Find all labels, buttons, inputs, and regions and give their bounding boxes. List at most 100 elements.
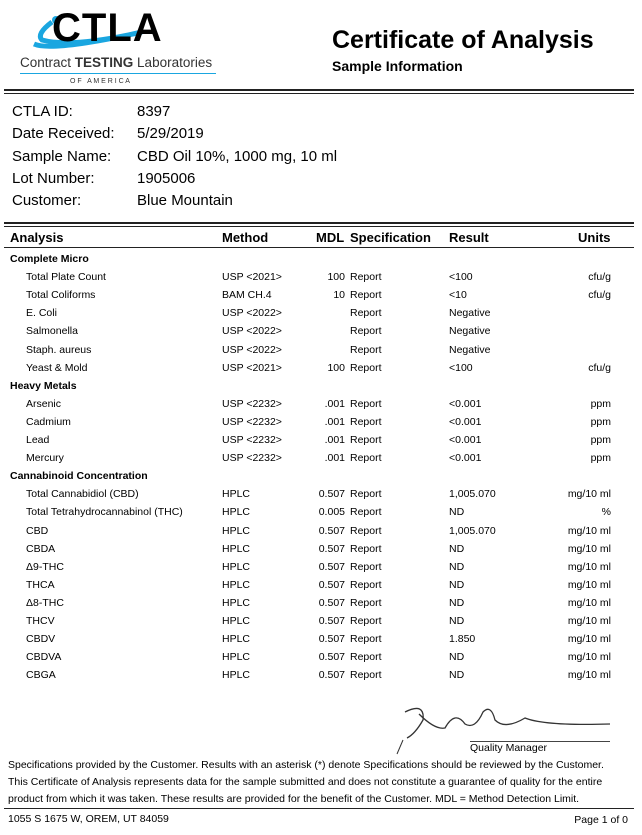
method-cell: HPLC <box>222 596 251 609</box>
analysis-cell: THCA <box>26 578 55 591</box>
mdl-cell: 10 <box>333 289 345 302</box>
info-value: 1905006 <box>137 169 196 187</box>
method-cell: USP <2022> <box>222 325 282 338</box>
table-row: CBDVA HPLC 0.507 Report ND mg/10 ml <box>0 651 642 669</box>
mdl-cell: 0.507 <box>318 542 345 555</box>
logo-line1: Contract TESTING Laboratories <box>20 55 212 70</box>
footer-address: 1055 S 1675 W, OREM, UT 84059 <box>8 813 169 825</box>
col-method: Method <box>222 230 269 245</box>
col-mdl: MDL <box>316 230 345 245</box>
info-value: 8397 <box>137 103 171 120</box>
spec-cell: Report <box>350 651 382 664</box>
logo-brand: CTLA <box>52 6 163 50</box>
method-cell: HPLC <box>222 542 251 555</box>
table-row: Total Plate Count USP <2021> 100 Report … <box>0 271 642 289</box>
section-heading: Heavy Metals <box>0 380 642 398</box>
info-value: CBD Oil 10%, 1000 mg, 10 ml <box>137 147 338 165</box>
mdl-cell: 0.507 <box>318 578 345 591</box>
table-row: Cadmium USP <2232> .001 Report <0.001 pp… <box>0 416 642 434</box>
method-cell: HPLC <box>222 651 251 664</box>
result-cell: ND <box>449 596 465 609</box>
logo-text-b: TESTING <box>74 55 134 70</box>
units-cell: mg/10 ml <box>567 669 611 682</box>
spec-cell: Report <box>350 488 382 501</box>
result-cell: ND <box>449 578 465 591</box>
table-header-rule <box>4 247 634 248</box>
col-units: Units <box>578 230 611 245</box>
method-cell: USP <2022> <box>222 343 282 356</box>
result-cell: ND <box>449 669 465 682</box>
analysis-cell: Total Tetrahydrocannabinol (THC) <box>26 506 183 519</box>
table-row: CBGA HPLC 0.507 Report ND mg/10 ml <box>0 669 642 687</box>
mdl-cell: 0.507 <box>318 633 345 646</box>
mdl-cell: 0.507 <box>318 524 345 537</box>
analysis-cell: Total Plate Count <box>26 271 106 284</box>
method-cell: HPLC <box>222 506 251 519</box>
method-cell: USP <2232> <box>222 397 282 410</box>
table-row: CBDA HPLC 0.507 Report ND mg/10 ml <box>0 543 642 561</box>
units-cell: mg/10 ml <box>567 560 611 573</box>
ctla-logo: CTLA Contract TESTING Laboratories O F A… <box>12 4 216 88</box>
analysis-cell: Total Coliforms <box>26 289 96 302</box>
table-row: Yeast & Mold USP <2021> 100 Report <100 … <box>0 362 642 380</box>
spec-cell: Report <box>350 669 382 682</box>
spec-cell: Report <box>350 524 382 537</box>
analysis-cell: CBD <box>26 524 49 537</box>
result-cell: ND <box>449 651 465 664</box>
units-cell: mg/10 ml <box>567 633 611 646</box>
col-result: Result <box>449 230 489 245</box>
disclaimer-line: This Certificate of Analysis represents … <box>8 776 603 788</box>
method-cell: HPLC <box>222 615 251 627</box>
table-row: Staph. aureus USP <2022> Report Negative <box>0 344 642 362</box>
col-specification: Specification <box>350 230 431 245</box>
method-cell: USP <2021> <box>222 361 282 374</box>
mdl-cell: 0.005 <box>318 506 345 519</box>
header-divider <box>4 89 634 94</box>
units-cell: cfu/g <box>588 361 611 374</box>
result-cell: Negative <box>449 325 491 338</box>
result-cell: <100 <box>449 361 473 374</box>
disclaimer-line: Specifications provided by the Customer.… <box>8 759 604 771</box>
table-row: THCA HPLC 0.507 Report ND mg/10 ml <box>0 579 642 597</box>
footer-rule <box>4 808 634 809</box>
signature-line <box>470 741 610 742</box>
analysis-cell: Δ9-THC <box>26 560 64 573</box>
table-row: Total Cannabidiol (CBD) HPLC 0.507 Repor… <box>0 488 642 506</box>
mdl-cell: 0.507 <box>318 596 345 609</box>
units-cell: mg/10 ml <box>567 596 611 609</box>
section-label: Heavy Metals <box>10 379 77 392</box>
result-cell: ND <box>449 542 465 555</box>
mdl-cell: .001 <box>324 434 345 446</box>
spec-cell: Report <box>350 560 382 573</box>
spec-cell: Report <box>350 452 382 465</box>
units-cell: ppm <box>590 434 611 446</box>
mdl-cell: 100 <box>327 271 345 284</box>
spec-cell: Report <box>350 361 382 374</box>
spec-cell: Report <box>350 506 382 519</box>
method-cell: HPLC <box>222 488 251 501</box>
col-analysis: Analysis <box>10 230 64 245</box>
disclaimer-line: product from which it was taken. These r… <box>8 793 580 805</box>
info-label: Customer: <box>12 192 82 210</box>
analysis-cell: Arsenic <box>26 397 62 410</box>
mdl-cell: 0.507 <box>318 669 345 682</box>
mdl-cell: 0.507 <box>318 560 345 573</box>
section-label: Complete Micro <box>10 253 89 265</box>
spec-cell: Report <box>350 325 382 338</box>
units-cell: % <box>601 506 611 519</box>
result-cell: <0.001 <box>449 415 482 428</box>
section-heading: Complete Micro <box>0 253 642 271</box>
result-cell: 1.850 <box>449 633 476 646</box>
logo-swoosh-icon <box>32 16 143 49</box>
mdl-cell: .001 <box>324 397 345 410</box>
spec-cell: Report <box>350 578 382 591</box>
spec-cell: Report <box>350 633 382 646</box>
table-row: Arsenic USP <2232> .001 Report <0.001 pp… <box>0 398 642 416</box>
method-cell: HPLC <box>222 669 251 682</box>
analysis-cell: Cadmium <box>26 415 71 428</box>
method-cell: USP <2022> <box>222 307 282 320</box>
analysis-cell: CBGA <box>26 669 56 682</box>
method-cell: USP <2232> <box>222 434 282 446</box>
info-label: Sample Name: <box>12 147 112 165</box>
